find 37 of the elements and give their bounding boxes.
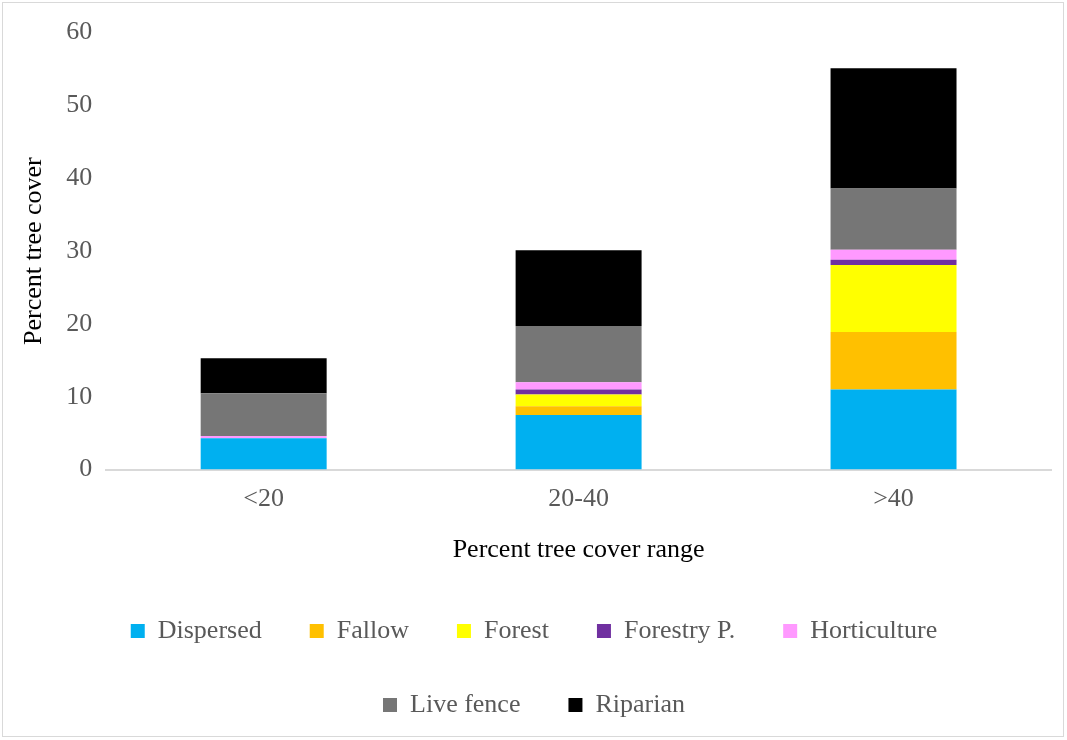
bar bbox=[515, 382, 642, 390]
bar bbox=[515, 389, 642, 395]
x-axis-title: Percent tree cover range bbox=[452, 534, 705, 564]
bar bbox=[515, 250, 642, 327]
bar bbox=[830, 264, 957, 332]
bar bbox=[515, 326, 642, 383]
y-tick-label: 60 bbox=[66, 16, 93, 46]
y-tick-label: 0 bbox=[79, 453, 93, 483]
bar bbox=[200, 438, 327, 470]
legend-label: Live fence bbox=[410, 688, 521, 718]
bar bbox=[515, 414, 642, 470]
legend-label: Riparian bbox=[595, 688, 685, 718]
legend-label: Horticulture bbox=[810, 614, 938, 644]
bar bbox=[200, 358, 327, 394]
bar bbox=[830, 188, 957, 250]
y-tick-label: 40 bbox=[66, 162, 93, 192]
legend-label: Fallow bbox=[336, 614, 410, 644]
bar bbox=[830, 259, 957, 265]
y-tick-label: 10 bbox=[66, 380, 93, 410]
legend-label: Dispersed bbox=[157, 614, 262, 644]
y-tick-label: 20 bbox=[66, 307, 93, 337]
bar bbox=[515, 394, 642, 407]
bar bbox=[830, 331, 957, 390]
y-axis-title: Percent tree cover bbox=[18, 156, 48, 345]
legend-label: Forest bbox=[483, 614, 550, 644]
bar bbox=[830, 249, 957, 260]
bar bbox=[830, 389, 957, 470]
bar bbox=[830, 68, 957, 189]
x-tick-label: 20-40 bbox=[548, 483, 609, 513]
x-tick-label: >40 bbox=[873, 483, 914, 513]
bar bbox=[200, 393, 327, 437]
x-tick-label: <20 bbox=[243, 483, 284, 513]
bar bbox=[515, 406, 642, 415]
legend-label: Forestry P. bbox=[623, 614, 736, 644]
bar bbox=[200, 436, 327, 439]
y-tick-label: 30 bbox=[66, 234, 93, 264]
y-tick-label: 50 bbox=[66, 89, 93, 119]
